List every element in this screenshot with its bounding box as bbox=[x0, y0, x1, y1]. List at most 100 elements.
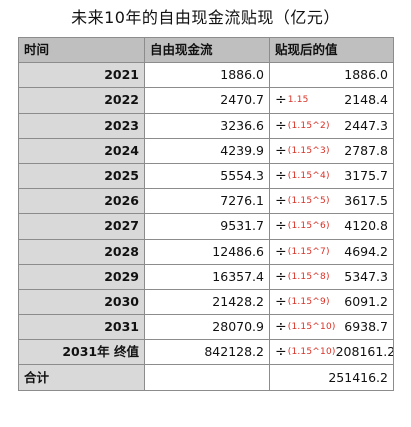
divide-sign: ÷ bbox=[275, 243, 287, 260]
pv-value: 2148.4 bbox=[344, 92, 388, 108]
discount-formula: ÷ (1.15^2) bbox=[275, 119, 330, 133]
discount-factor: (1.15^2) bbox=[287, 120, 330, 131]
discount-factor: (1.15^8) bbox=[287, 271, 330, 282]
fcf-cell: 7276.1 bbox=[144, 188, 270, 215]
discount-factor: (1.15^9) bbox=[287, 296, 330, 307]
table-row: 2029 16357.4 ÷ (1.15^8) 5347.3 bbox=[18, 263, 394, 290]
pv-value: 3175.7 bbox=[344, 168, 388, 184]
year-cell: 2031年 终值 bbox=[18, 339, 145, 366]
discount-formula: ÷ (1.15^9) bbox=[275, 295, 330, 309]
divide-sign: ÷ bbox=[275, 319, 287, 336]
table-row: 2026 7276.1 ÷ (1.15^5) 3617.5 bbox=[18, 188, 394, 215]
pv-value: 4120.8 bbox=[344, 218, 388, 234]
year-cell: 2029 bbox=[18, 263, 145, 290]
total-row: 合计 251416.2 bbox=[18, 364, 394, 391]
discount-formula: ÷ (1.15^7) bbox=[275, 245, 330, 259]
header-fcf: 自由现金流 bbox=[144, 36, 270, 64]
header-pv: 贴现后的值 bbox=[269, 36, 394, 64]
table-row: 2031 28070.9 ÷ (1.15^10) 6938.7 bbox=[18, 314, 394, 341]
pv-cell: ÷ (1.15^2) 2447.3 bbox=[269, 112, 394, 139]
fcf-cell: 12486.6 bbox=[144, 238, 270, 265]
divide-sign: ÷ bbox=[275, 117, 287, 134]
table-row: 2024 4239.9 ÷ (1.15^3) 2787.8 bbox=[18, 137, 394, 164]
divide-sign: ÷ bbox=[275, 218, 287, 235]
discount-factor: (1.15^6) bbox=[287, 221, 330, 232]
fcf-cell: 4239.9 bbox=[144, 137, 270, 164]
discount-factor: (1.15^3) bbox=[287, 145, 330, 156]
discount-factor: (1.15^7) bbox=[287, 246, 330, 257]
divide-sign: ÷ bbox=[275, 293, 287, 310]
year-cell: 2021 bbox=[18, 62, 145, 89]
discount-factor: 1.15 bbox=[287, 95, 309, 106]
fcf-cell: 5554.3 bbox=[144, 162, 270, 190]
pv-cell: ÷ (1.15^10) 6938.7 bbox=[269, 314, 394, 341]
pv-value: 5347.3 bbox=[344, 268, 388, 284]
fcf-cell: 2470.7 bbox=[144, 87, 270, 114]
pv-cell: ÷ (1.15^6) 4120.8 bbox=[269, 213, 394, 240]
divide-sign: ÷ bbox=[275, 193, 287, 210]
discount-factor: (1.15^4) bbox=[287, 171, 330, 182]
divide-sign: ÷ bbox=[275, 142, 287, 159]
table-row: 2027 9531.7 ÷ (1.15^6) 4120.8 bbox=[18, 213, 394, 240]
discount-formula: ÷ (1.15^10) bbox=[275, 320, 336, 334]
discount-formula: ÷ (1.15^3) bbox=[275, 144, 330, 158]
discount-formula: ÷ (1.15^4) bbox=[275, 169, 330, 183]
discount-formula: ÷ 1.15 bbox=[275, 93, 309, 107]
year-cell: 2030 bbox=[18, 288, 145, 316]
page-title: 未来10年的自由现金流贴现（亿元） bbox=[71, 8, 340, 27]
pv-value: 6938.7 bbox=[344, 319, 388, 335]
fcf-cell: 3236.6 bbox=[144, 112, 270, 139]
pv-value: 2787.8 bbox=[344, 142, 388, 158]
pv-cell: ÷ (1.15^10) 208161.2 bbox=[269, 339, 394, 366]
table-row: 2028 12486.6 ÷ (1.15^7) 4694.2 bbox=[18, 238, 394, 265]
discount-factor: (1.15^5) bbox=[287, 196, 330, 207]
discount-formula: ÷ (1.15^10) bbox=[275, 345, 336, 359]
year-cell: 2028 bbox=[18, 238, 145, 265]
total-pv-cell: 251416.2 bbox=[269, 364, 394, 391]
year-cell: 2027 bbox=[18, 213, 145, 240]
pv-cell: ÷ (1.15^9) 6091.2 bbox=[269, 288, 394, 316]
pv-value: 2447.3 bbox=[344, 117, 388, 133]
fcf-cell: 9531.7 bbox=[144, 213, 270, 240]
divide-sign: ÷ bbox=[275, 168, 287, 185]
table-row: 2021 1886.0 1886.0 bbox=[18, 62, 394, 89]
year-cell: 2023 bbox=[18, 112, 145, 139]
header-row: 时间 自由现金流 贴现后的值 bbox=[18, 36, 394, 64]
pv-cell: ÷ (1.15^3) 2787.8 bbox=[269, 137, 394, 164]
pv-value: 6091.2 bbox=[344, 293, 388, 309]
fcf-cell: 842128.2 bbox=[144, 339, 270, 366]
table-row: 2030 21428.2 ÷ (1.15^9) 6091.2 bbox=[18, 288, 394, 316]
header-time: 时间 bbox=[18, 36, 145, 64]
fcf-cell: 21428.2 bbox=[144, 288, 270, 316]
fcf-cell: 28070.9 bbox=[144, 314, 270, 341]
discount-formula: ÷ (1.15^6) bbox=[275, 219, 330, 233]
divide-sign: ÷ bbox=[275, 92, 287, 109]
pv-cell: ÷ (1.15^5) 3617.5 bbox=[269, 188, 394, 215]
table-row: 2025 5554.3 ÷ (1.15^4) 3175.7 bbox=[18, 162, 394, 190]
pv-value: 208161.2 bbox=[335, 344, 394, 360]
discount-formula: ÷ (1.15^8) bbox=[275, 270, 330, 284]
pv-cell: ÷ 1.15 2148.4 bbox=[269, 87, 394, 114]
table-row: 2022 2470.7 ÷ 1.15 2148.4 bbox=[18, 87, 394, 114]
dcf-table: 时间 自由现金流 贴现后的值 2021 1886.0 1886.0 2022 2… bbox=[18, 36, 394, 391]
year-cell: 2031 bbox=[18, 314, 145, 341]
divide-sign: ÷ bbox=[275, 268, 287, 285]
pv-value: 1886.0 bbox=[344, 67, 388, 83]
fcf-cell: 16357.4 bbox=[144, 263, 270, 290]
year-cell: 2022 bbox=[18, 87, 145, 114]
table-row: 2031年 终值 842128.2 ÷ (1.15^10) 208161.2 bbox=[18, 339, 394, 366]
pv-cell: 1886.0 bbox=[269, 62, 394, 89]
divide-sign: ÷ bbox=[275, 344, 287, 361]
fcf-cell: 1886.0 bbox=[144, 62, 270, 89]
year-cell: 2024 bbox=[18, 137, 145, 164]
pv-cell: ÷ (1.15^8) 5347.3 bbox=[269, 263, 394, 290]
table-row: 2023 3236.6 ÷ (1.15^2) 2447.3 bbox=[18, 112, 394, 139]
discount-formula: ÷ (1.15^5) bbox=[275, 194, 330, 208]
discount-factor: (1.15^10) bbox=[287, 347, 336, 358]
year-cell: 2026 bbox=[18, 188, 145, 215]
pv-cell: ÷ (1.15^7) 4694.2 bbox=[269, 238, 394, 265]
pv-cell: ÷ (1.15^4) 3175.7 bbox=[269, 162, 394, 190]
total-label: 合计 bbox=[18, 364, 145, 391]
pv-value: 4694.2 bbox=[344, 243, 388, 259]
pv-value: 3617.5 bbox=[344, 193, 388, 209]
